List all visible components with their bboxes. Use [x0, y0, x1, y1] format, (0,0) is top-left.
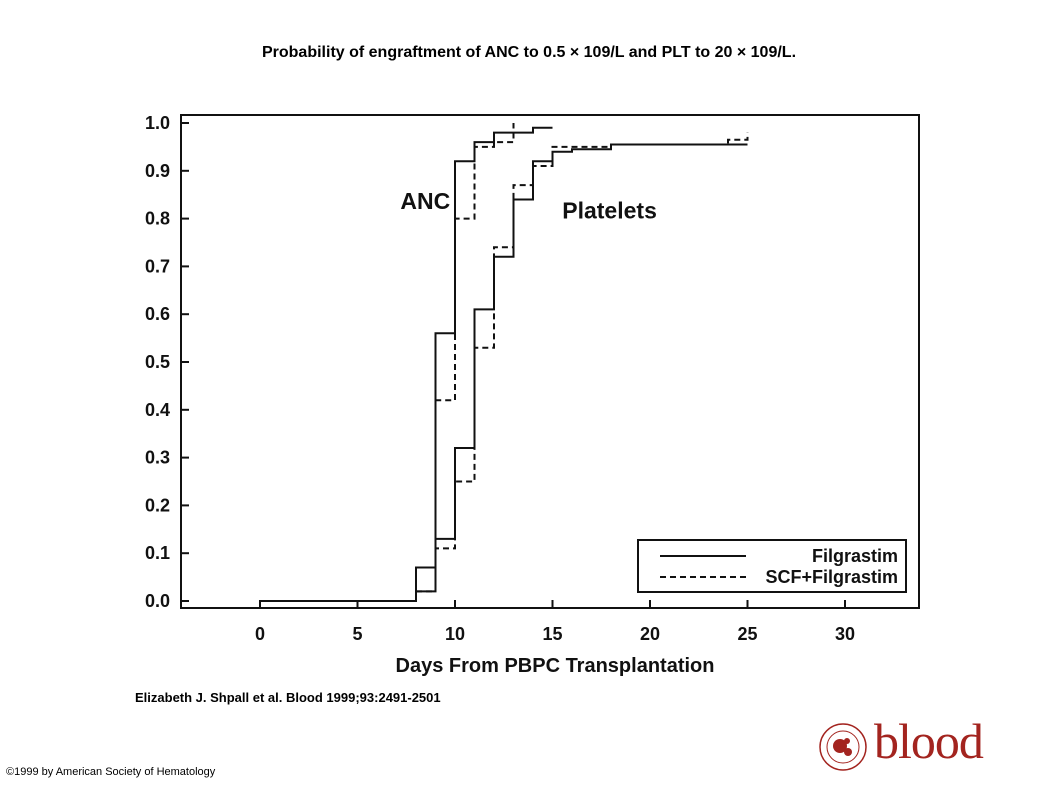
x-tick-label: 0 — [255, 624, 265, 644]
y-tick-label: 0.8 — [145, 209, 170, 229]
y-tick-label: 0.9 — [145, 161, 170, 181]
legend-label-scf-filgrastim: SCF+Filgrastim — [765, 567, 898, 587]
y-tick-label: 0.5 — [145, 352, 170, 372]
series-anc-filgrastim — [260, 126, 553, 602]
legend-box — [637, 539, 907, 593]
annotation-platelets: Platelets — [562, 198, 657, 224]
x-tick-label: 30 — [835, 624, 855, 644]
x-tick-label: 10 — [445, 624, 465, 644]
x-tick-label: 20 — [640, 624, 660, 644]
copyright-notice: ©1999 by American Society of Hematology — [6, 766, 216, 778]
legend-label-filgrastim: Filgrastim — [812, 546, 898, 566]
slide-title: Probability of engraftment of ANC to 0.5… — [261, 44, 797, 61]
y-tick-label: 0.6 — [145, 304, 170, 324]
y-axis: 0.0 0.1 0.2 0.3 0.4 0.5 0.6 0.7 0.8 0.9 1.0 — [145, 113, 189, 611]
blood-logo: blood — [818, 713, 1008, 778]
legend: Filgrastim SCF+Filgrastim — [637, 539, 907, 593]
y-tick-label: 0.2 — [145, 495, 170, 515]
x-axis-title: Days From PBPC Transplantation — [396, 655, 715, 677]
y-tick-label: 0.3 — [145, 448, 170, 468]
plot-frame — [180, 114, 920, 609]
y-tick-label: 0.1 — [145, 543, 170, 563]
x-tick-label: 25 — [737, 624, 757, 644]
y-tick-label: 0.4 — [145, 400, 170, 420]
annotation-layer: ANC Platelets — [400, 188, 656, 224]
y-tick-label: 0.0 — [145, 591, 170, 611]
x-axis: 0 5 10 15 20 25 30 — [255, 600, 855, 644]
blood-wordmark: blood — [874, 713, 984, 769]
series-platelets-scf-filgrastim — [416, 132, 749, 593]
series-anc-scf-filgrastim — [415, 123, 515, 601]
y-tick-label: 1.0 — [145, 113, 170, 133]
x-tick-label: 15 — [542, 624, 562, 644]
series-layer — [260, 123, 749, 602]
x-tick-label: 5 — [352, 624, 362, 644]
citation: Elizabeth J. Shpall et al. Blood 1999;93… — [135, 690, 441, 705]
blood-seal-icon — [819, 723, 867, 771]
annotation-anc: ANC — [400, 188, 450, 214]
y-tick-label: 0.7 — [145, 256, 170, 276]
engraftment-chart: 0.0 0.1 0.2 0.3 0.4 0.5 0.6 0.7 0.8 0.9 1.0 0 5 10 15… — [145, 113, 920, 677]
